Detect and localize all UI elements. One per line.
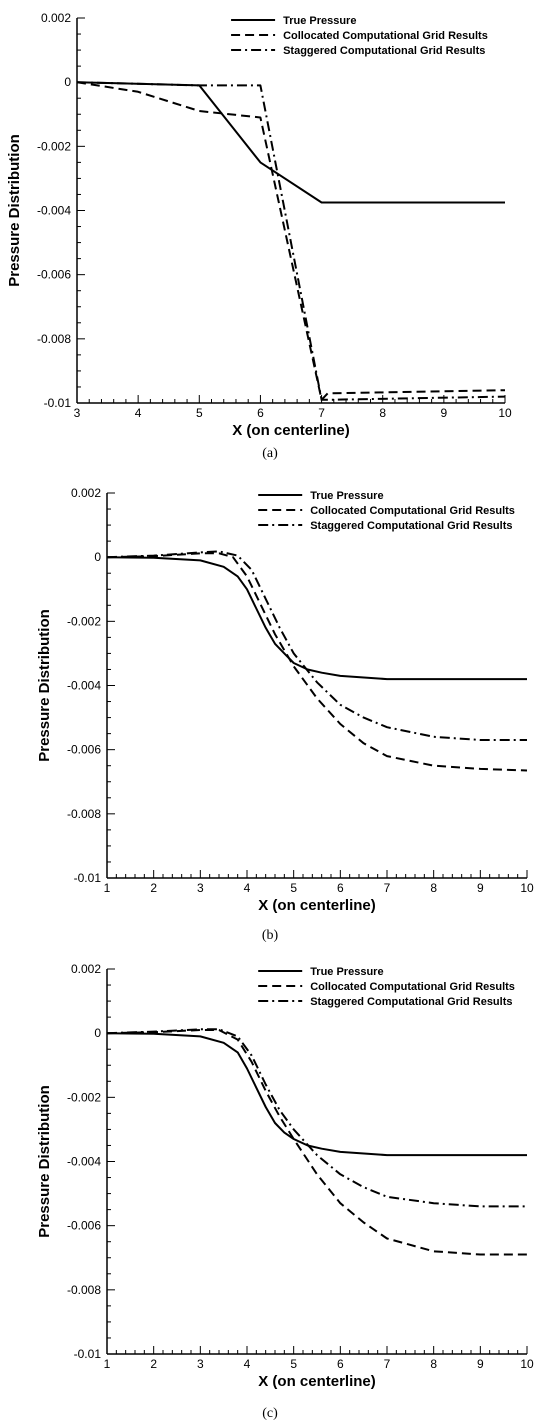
y-tick-label: -0.004 (37, 204, 71, 218)
y-tick-label: 0 (94, 550, 101, 564)
x-tick-label: 9 (441, 406, 448, 420)
y-tick-label: 0 (94, 1026, 101, 1040)
y-tick-label: 0.002 (71, 486, 101, 500)
panel-caption: (a) (262, 446, 278, 461)
y-tick-label: -0.01 (74, 1347, 102, 1361)
y-tick-label: 0 (64, 75, 71, 89)
panel-caption: (c) (262, 1406, 278, 1421)
series-line-dashed (107, 552, 528, 772)
y-tick-label: -0.008 (67, 1283, 101, 1297)
y-tick-label: -0.01 (74, 871, 102, 885)
y-tick-label: -0.006 (67, 1219, 101, 1233)
x-tick-label: 4 (244, 1357, 251, 1371)
series-line-dashdot (77, 81, 506, 401)
y-tick-label: -0.004 (67, 1155, 101, 1169)
series-line-solid (77, 81, 505, 204)
legend-entry-label: Staggered Computational Grid Results (310, 520, 512, 532)
series-line-dashdot (107, 550, 527, 741)
x-axis-label: X (on centerline) (232, 422, 350, 439)
x-tick-label: 7 (384, 1357, 391, 1371)
legend-entry-label: Staggered Computational Grid Results (310, 996, 512, 1008)
y-tick-label: -0.006 (67, 743, 101, 757)
chart-panel-b: 1 2 3 4 5 6 7 8 9 10 0.002 0 -0.002 -0.004 -0.006 -0.00… (36, 486, 534, 943)
x-tick-label: 1 (104, 1357, 111, 1371)
legend-entry-label: Collocated Computational Grid Results (310, 981, 515, 993)
series-line-solid (107, 1032, 527, 1157)
x-tick-label: 10 (520, 881, 534, 895)
chart-panel-c: 1 2 3 4 5 6 7 8 9 10 0.002 0 -0.002 -0.004 -0.006 -0.00… (36, 962, 534, 1421)
legend-entry-label: Collocated Computational Grid Results (283, 30, 488, 42)
y-tick-label: 0.002 (41, 11, 71, 25)
series-line-dashed (77, 81, 506, 401)
series-line-solid (107, 556, 527, 681)
x-tick-label: 5 (196, 406, 203, 420)
x-tick-label: 9 (477, 1357, 484, 1371)
y-axis-label: Pressure Distribution (6, 134, 23, 287)
x-tick-label: 6 (337, 1357, 344, 1371)
y-tick-label: -0.008 (67, 807, 101, 821)
x-tick-label: 3 (197, 881, 204, 895)
y-axis-label: Pressure Distribution (36, 609, 53, 762)
y-tick-label: -0.004 (67, 679, 101, 693)
y-tick-label: 0.002 (71, 962, 101, 976)
y-axis-label: Pressure Distribution (36, 1085, 53, 1238)
x-tick-label: 7 (318, 406, 325, 420)
series-line-dashdot (107, 1028, 527, 1208)
x-tick-label: 6 (257, 406, 264, 420)
x-tick-label: 4 (244, 881, 251, 895)
x-tick-label: 5 (290, 881, 297, 895)
legend-entry-label: True Pressure (310, 490, 383, 502)
y-tick-label: -0.002 (67, 614, 101, 628)
y-tick-label: -0.002 (37, 139, 71, 153)
x-tick-label: 10 (520, 1357, 534, 1371)
x-tick-label: 5 (290, 1357, 297, 1371)
legend-entry-label: True Pressure (310, 966, 383, 978)
chart-panel-a: 3 4 5 6 7 8 9 10 0.002 0 -0.002 -0.004 -0.006 -0.008 -… (6, 11, 512, 461)
legend-entry-label: True Pressure (283, 15, 356, 27)
panel-caption: (b) (262, 928, 279, 943)
y-tick-label: -0.006 (37, 268, 71, 282)
x-axis-label: X (on centerline) (258, 897, 376, 914)
x-tick-label: 9 (477, 881, 484, 895)
y-tick-label: -0.002 (67, 1090, 101, 1104)
x-axis-label: X (on centerline) (258, 1373, 376, 1390)
x-tick-label: 6 (337, 881, 344, 895)
x-tick-label: 10 (498, 406, 512, 420)
x-tick-label: 1 (104, 881, 111, 895)
x-tick-label: 2 (150, 881, 157, 895)
y-tick-label: -0.01 (44, 396, 72, 410)
legend-entry-label: Staggered Computational Grid Results (283, 45, 485, 57)
x-tick-label: 4 (135, 406, 142, 420)
x-tick-label: 8 (379, 406, 386, 420)
y-tick-label: -0.008 (37, 332, 71, 346)
legend-entry-label: Collocated Computational Grid Results (310, 505, 515, 517)
series-line-dashed (107, 1029, 527, 1256)
x-tick-label: 3 (74, 406, 81, 420)
x-tick-label: 8 (430, 881, 437, 895)
x-tick-label: 7 (384, 881, 391, 895)
x-tick-label: 3 (197, 1357, 204, 1371)
x-tick-label: 2 (150, 1357, 157, 1371)
x-tick-label: 8 (430, 1357, 437, 1371)
